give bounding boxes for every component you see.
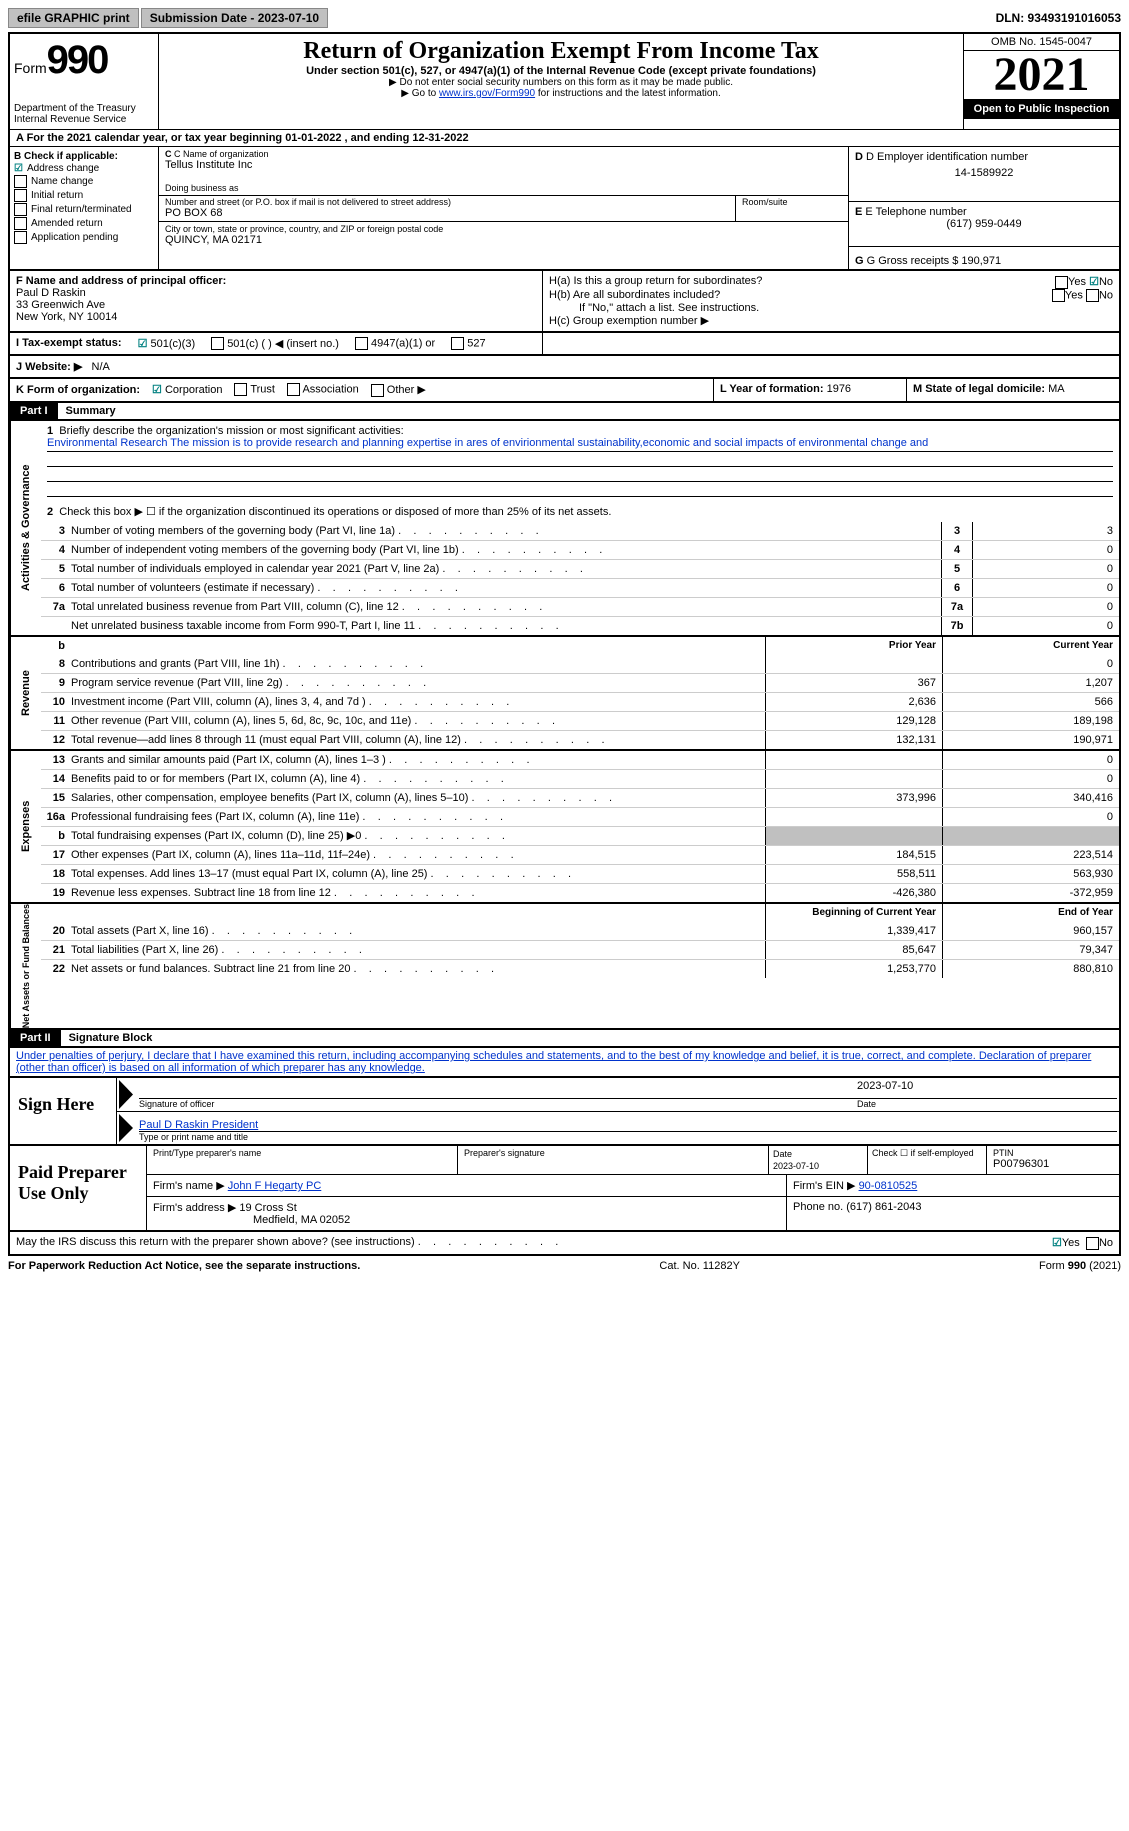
- part1-header: Part I Summary: [8, 403, 1121, 421]
- summary-line: 13Grants and similar amounts paid (Part …: [41, 751, 1119, 769]
- summary-line: 19Revenue less expenses. Subtract line 1…: [41, 883, 1119, 902]
- gross-receipts-value: 190,971: [961, 255, 1001, 267]
- summary-line: 20Total assets (Part X, line 16)1,339,41…: [41, 922, 1119, 940]
- summary-line: 3Number of voting members of the governi…: [41, 522, 1119, 540]
- officer-label: F Name and address of principal officer:: [16, 275, 536, 287]
- officer-city: New York, NY 10014: [16, 311, 536, 323]
- form-header: Form990 Department of the Treasury Inter…: [8, 32, 1121, 129]
- efile-button[interactable]: efile GRAPHIC print: [8, 8, 139, 28]
- summary-line: Net unrelated business taxable income fr…: [41, 616, 1119, 635]
- officer-name: Paul D Raskin: [16, 287, 536, 299]
- discuss-row: May the IRS discuss this return with the…: [8, 1232, 1121, 1256]
- ein-label: D D Employer identification number: [855, 151, 1113, 163]
- summary-line: 15Salaries, other compensation, employee…: [41, 788, 1119, 807]
- summary-line: 17Other expenses (Part IX, column (A), l…: [41, 845, 1119, 864]
- officer-section: F Name and address of principal officer:…: [8, 271, 1121, 333]
- summary-line: 11Other revenue (Part VIII, column (A), …: [41, 711, 1119, 730]
- city-label: City or town, state or province, country…: [165, 224, 842, 234]
- note-link: ▶ Go to www.irs.gov/Form990 for instruct…: [163, 88, 959, 99]
- tax-year: 2021: [964, 51, 1119, 99]
- summary-line: bTotal fundraising expenses (Part IX, co…: [41, 826, 1119, 845]
- summary-line: 4Number of independent voting members of…: [41, 540, 1119, 559]
- summary-line: 9Program service revenue (Part VIII, lin…: [41, 673, 1119, 692]
- checkbox-item[interactable]: Amended return: [14, 217, 154, 230]
- phone-label: E E Telephone number: [855, 206, 1113, 218]
- org-info-section: B Check if applicable: ☑ Address change …: [8, 147, 1121, 271]
- form-number: Form990: [14, 38, 154, 83]
- part2-header: Part II Signature Block: [8, 1030, 1121, 1048]
- submission-date: Submission Date - 2023-07-10: [141, 8, 328, 28]
- inspection-notice: Open to Public Inspection: [964, 99, 1119, 119]
- summary-line: 7aTotal unrelated business revenue from …: [41, 597, 1119, 616]
- summary-line: 22Net assets or fund balances. Subtract …: [41, 959, 1119, 978]
- summary-line: 16aProfessional fundraising fees (Part I…: [41, 807, 1119, 826]
- arrow-icon: [119, 1114, 133, 1142]
- checkbox-item[interactable]: Final return/terminated: [14, 203, 154, 216]
- checkbox-item[interactable]: Name change: [14, 175, 154, 188]
- summary-line: 14Benefits paid to or for members (Part …: [41, 769, 1119, 788]
- hb-label: H(b) Are all subordinates included?: [549, 289, 720, 302]
- form-org-row: K Form of organization: ☑ Corporation Tr…: [8, 379, 1121, 403]
- summary-line: 18Total expenses. Add lines 13–17 (must …: [41, 864, 1119, 883]
- governance-section: Activities & Governance 1 Briefly descri…: [8, 421, 1121, 637]
- calendar-year-row: A For the 2021 calendar year, or tax yea…: [8, 129, 1121, 147]
- tax-status-row: I Tax-exempt status: ☑ 501(c)(3) 501(c) …: [8, 333, 1121, 357]
- org-name: Tellus Institute Inc: [165, 159, 842, 171]
- street-label: Number and street (or P.O. box if mail i…: [165, 197, 729, 207]
- hc-label: H(c) Group exemption number ▶: [549, 314, 1113, 327]
- summary-line: 5Total number of individuals employed in…: [41, 559, 1119, 578]
- dba-label: Doing business as: [165, 183, 842, 193]
- summary-line: 10Investment income (Part VIII, column (…: [41, 692, 1119, 711]
- room-label: Room/suite: [742, 197, 842, 207]
- name-label: C C Name of organization: [165, 149, 842, 159]
- checkbox-item[interactable]: Application pending: [14, 231, 154, 244]
- declaration: Under penalties of perjury, I declare th…: [8, 1048, 1121, 1078]
- ein-value: 14-1589922: [855, 167, 1113, 179]
- ha-label: H(a) Is this a group return for subordin…: [549, 275, 762, 289]
- phone-value: (617) 959-0449: [855, 218, 1113, 230]
- form-title: Return of Organization Exempt From Incom…: [163, 38, 959, 65]
- checkbox-item[interactable]: ☑ Address change: [14, 163, 154, 174]
- netassets-section: Net Assets or Fund Balances Beginning of…: [8, 904, 1121, 1030]
- sign-here-section: Sign Here Signature of officer 2023-07-1…: [8, 1078, 1121, 1146]
- footer: For Paperwork Reduction Act Notice, see …: [8, 1256, 1121, 1276]
- summary-line: 6Total number of volunteers (estimate if…: [41, 578, 1119, 597]
- form990-link[interactable]: www.irs.gov/Form990: [439, 88, 535, 99]
- expenses-section: Expenses 13Grants and similar amounts pa…: [8, 751, 1121, 904]
- paid-preparer-section: Paid Preparer Use Only Print/Type prepar…: [8, 1146, 1121, 1232]
- top-bar: efile GRAPHIC print Submission Date - 20…: [8, 8, 1121, 28]
- street-address: PO BOX 68: [165, 207, 729, 219]
- officer-street: 33 Greenwich Ave: [16, 299, 536, 311]
- checkbox-item[interactable]: Initial return: [14, 189, 154, 202]
- gross-receipts-label: G Gross receipts $: [867, 255, 959, 267]
- hb-note: If "No," attach a list. See instructions…: [549, 302, 1113, 314]
- irs-label: Internal Revenue Service: [14, 114, 154, 125]
- check-applicable: B Check if applicable: ☑ Address change …: [10, 147, 159, 269]
- website-row: J Website: ▶ N/A: [8, 356, 1121, 379]
- department: Department of the Treasury: [14, 103, 154, 114]
- revenue-section: Revenue b Prior Year Current Year 8Contr…: [8, 637, 1121, 751]
- form-subtitle: Under section 501(c), 527, or 4947(a)(1)…: [163, 65, 959, 77]
- dln: DLN: 93493191016053: [996, 11, 1121, 25]
- summary-line: 21Total liabilities (Part X, line 26)85,…: [41, 940, 1119, 959]
- mission-text: Environmental Research The mission is to…: [47, 437, 1113, 452]
- summary-line: 12Total revenue—add lines 8 through 11 (…: [41, 730, 1119, 749]
- city-address: QUINCY, MA 02171: [165, 234, 842, 246]
- summary-line: 8Contributions and grants (Part VIII, li…: [41, 655, 1119, 673]
- note-ssn: ▶ Do not enter social security numbers o…: [163, 77, 959, 88]
- arrow-icon: [119, 1080, 133, 1109]
